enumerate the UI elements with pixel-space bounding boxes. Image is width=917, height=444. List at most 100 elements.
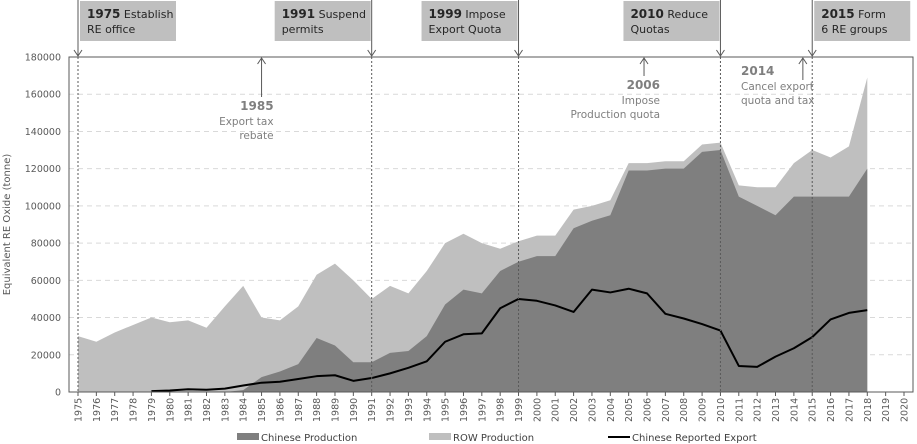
- x-tick-label: 1978: [129, 398, 140, 422]
- event-text: Reduce: [664, 8, 708, 21]
- legend-swatch: [237, 433, 259, 440]
- arrow-up-icon: [798, 57, 808, 65]
- export-line-group: [151, 287, 868, 393]
- y-axis: 0 20000 40000 60000 80000 100000 120000 140000 1…: [25, 53, 61, 399]
- event-box-1999: 1999 Impose Export Quota: [421, 0, 523, 57]
- event-annotations: 1985 Export tax rebate 2006 Impose Production…: [219, 57, 815, 142]
- x-tick-label: 1999: [514, 398, 525, 422]
- chinese-reported-export-line: [151, 287, 868, 393]
- x-tick-label: 2016: [826, 398, 837, 422]
- event-box-line2: 6 RE groups: [821, 23, 888, 36]
- x-tick-label: 1994: [422, 398, 433, 422]
- x-tick-label: 1976: [92, 398, 103, 422]
- x-tick-label: 1980: [165, 398, 176, 422]
- legend-label: Chinese Production: [261, 433, 357, 444]
- x-tick-label: 2012: [753, 398, 764, 422]
- y-tick-label: 60000: [31, 276, 61, 287]
- event-box-bg: [274, 1, 371, 41]
- y-tick-label: 160000: [25, 90, 61, 101]
- x-tick-label: 2003: [587, 398, 598, 422]
- legend-item-row-production: ROW Production: [429, 433, 534, 444]
- annotation-year: 1985: [240, 99, 273, 113]
- x-tick-label: 2007: [661, 398, 672, 422]
- x-tick-label: 1988: [312, 398, 323, 422]
- x-tick-label: 1985: [257, 398, 268, 422]
- event-year: 1975: [87, 7, 120, 21]
- x-tick-label: 2002: [569, 398, 580, 422]
- event-box-bg: [814, 1, 911, 41]
- event-text: Suspend: [315, 8, 366, 21]
- event-box-line1: 1991 Suspend: [282, 7, 366, 21]
- arrow-down-icon: [807, 49, 817, 57]
- event-box-bg: [421, 1, 518, 41]
- x-tick-label: 2009: [698, 398, 709, 422]
- annotation-text: quota and tax: [741, 95, 815, 107]
- legend-item-chinese-reported-export: Chinese Reported Export: [608, 433, 757, 444]
- x-tick-label: 1979: [147, 398, 158, 422]
- x-tick-label: 1997: [477, 398, 488, 422]
- x-tick-label: 2008: [679, 398, 690, 422]
- chinese-production-area: [78, 150, 868, 392]
- x-tick-label: 1983: [220, 398, 231, 422]
- event-box-1975: 1975 Establish RE office: [73, 0, 176, 57]
- event-box-bg: [623, 1, 720, 41]
- event-box-line1: 1975 Establish: [87, 7, 173, 21]
- x-tick-label: 1991: [367, 398, 378, 422]
- y-tick-label: 40000: [31, 313, 61, 324]
- y-tick-label: 20000: [31, 350, 61, 361]
- x-tick-label: 1989: [330, 398, 341, 422]
- y-axis-label: Equivalent RE Oxide (tonne): [2, 154, 13, 296]
- annotation-text: Export tax: [219, 116, 273, 128]
- event-annotation-1985: 1985 Export tax rebate: [219, 57, 274, 142]
- x-tick-label: 2020: [900, 398, 911, 422]
- x-tick-label: 2005: [624, 398, 635, 422]
- event-annotation-2006: 2006 Impose Production quota: [571, 57, 661, 121]
- x-tick-label: 2015: [808, 398, 819, 422]
- x-tick-label: 1987: [294, 398, 305, 422]
- event-text: Impose: [462, 8, 506, 21]
- x-tick-label: 1990: [349, 398, 360, 422]
- x-tick-label: 2017: [844, 398, 855, 422]
- y-tick-label: 140000: [25, 127, 61, 138]
- plot-border: [68, 56, 914, 393]
- event-year: 1991: [282, 7, 315, 21]
- areas: [78, 77, 868, 392]
- event-year: 2015: [821, 7, 854, 21]
- event-year: 1999: [429, 7, 462, 21]
- annotation-text: Production quota: [571, 109, 661, 121]
- x-tick-label: 1993: [404, 398, 415, 422]
- x-tick-label: 2010: [716, 398, 727, 422]
- x-tick-label: 2006: [643, 398, 654, 422]
- event-box-line2: RE office: [87, 23, 136, 36]
- event-box-line1: 2015 Form: [821, 7, 886, 21]
- annotation-year: 2006: [627, 78, 660, 92]
- x-tick-label: 2018: [863, 398, 874, 422]
- annotation-year: 2014: [741, 64, 774, 78]
- legend-label: ROW Production: [453, 433, 534, 444]
- x-axis: 1975 1976 1977 1978 1979 1980 1981 1982 1983 1984…: [74, 392, 911, 422]
- annotation-text: Impose: [622, 95, 660, 107]
- event-box-1991: 1991 Suspend permits: [274, 0, 377, 57]
- x-tick-label: 1996: [459, 398, 470, 422]
- event-box-line1: 1999 Impose: [429, 7, 506, 21]
- event-box-bg: [80, 1, 176, 41]
- x-tick-label: 1982: [202, 398, 213, 422]
- event-annotation-2014: 2014 Cancel export quota and tax: [741, 57, 815, 107]
- x-tick-label: 1981: [184, 398, 195, 422]
- x-tick-label: 2001: [551, 398, 562, 422]
- legend-item-chinese-production: Chinese Production: [237, 433, 357, 444]
- y-tick-label: 180000: [25, 53, 61, 64]
- event-box-line1: 2010 Reduce: [630, 7, 708, 21]
- annotation-text: rebate: [239, 130, 273, 142]
- x-tick-label: 1992: [386, 398, 397, 422]
- x-tick-label: 2000: [532, 398, 543, 422]
- event-boxes: 1975 Establish RE office 1991 Suspend permi…: [73, 0, 911, 57]
- arrow-down-icon: [73, 49, 83, 57]
- y-tick-label: 0: [55, 388, 61, 399]
- arrow-up-icon: [639, 57, 649, 65]
- x-tick-label: 2019: [881, 398, 892, 422]
- x-tick-label: 1995: [441, 398, 452, 422]
- annotation-text: Cancel export: [741, 81, 814, 93]
- x-tick-label: 2014: [789, 398, 800, 422]
- arrow-up-icon: [257, 57, 266, 65]
